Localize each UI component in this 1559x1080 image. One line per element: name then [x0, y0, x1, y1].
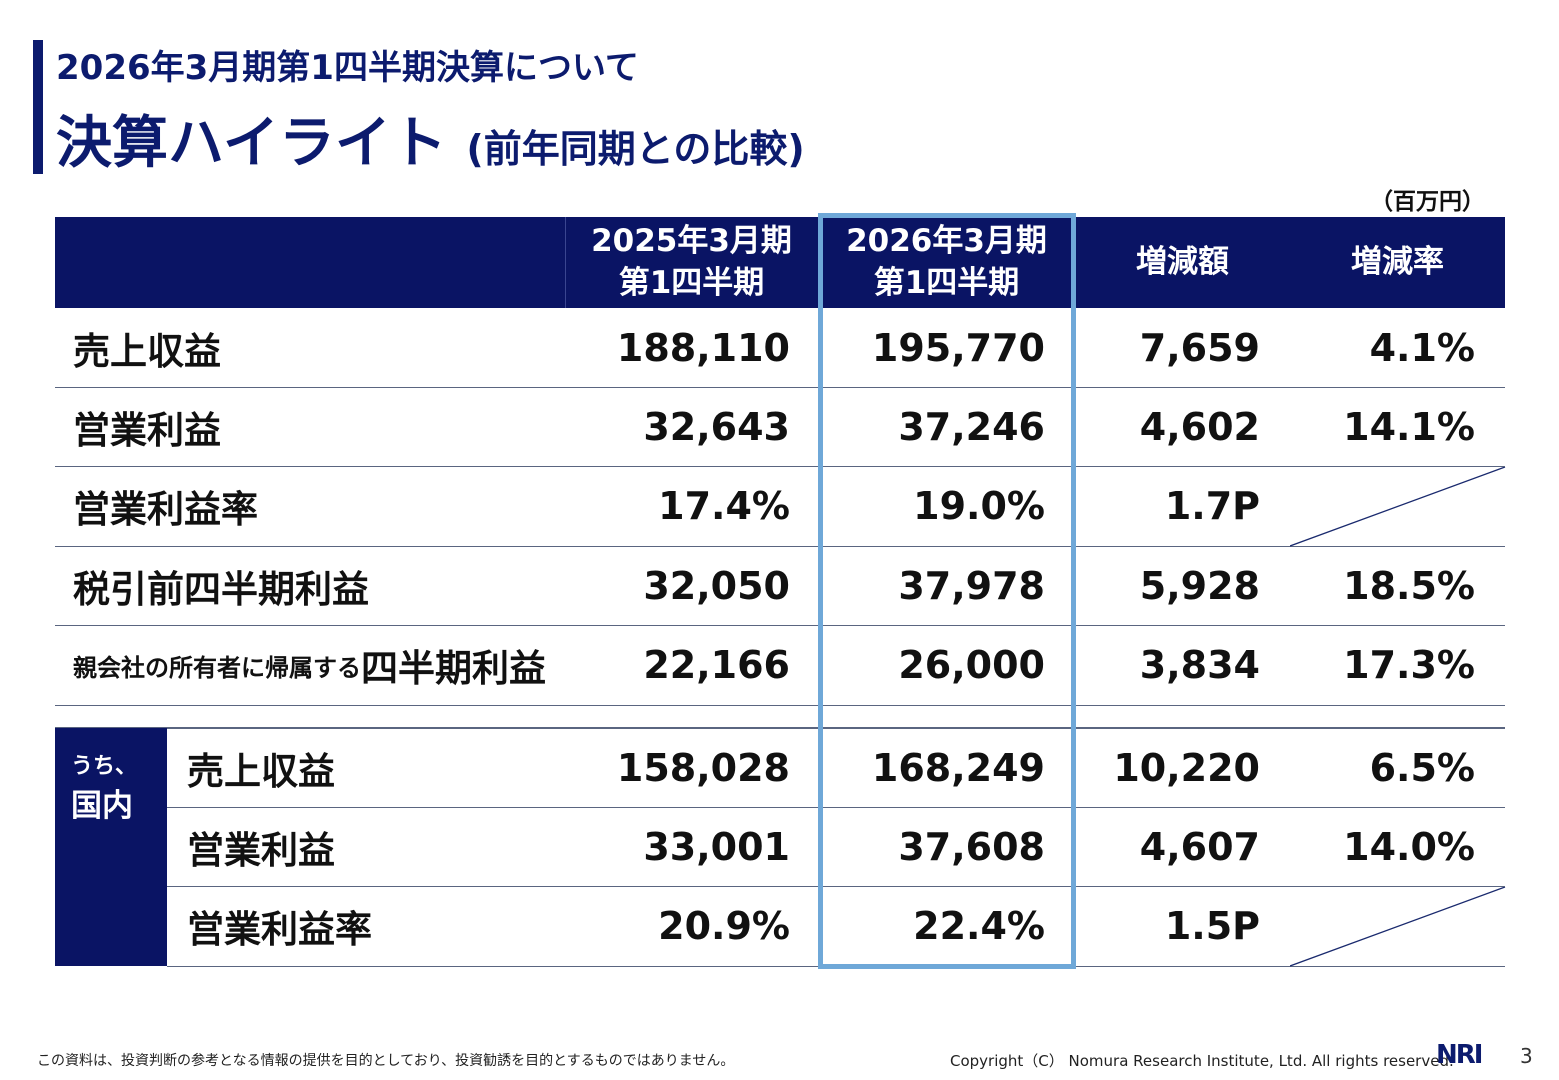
- row-label: 営業利益: [73, 387, 221, 466]
- title-suffix: (前年同期との比較): [466, 127, 805, 171]
- unit-label: （百万円）: [1370, 189, 1485, 215]
- header-line: 第1四半期: [873, 264, 1020, 301]
- cell-value: 20.9%: [658, 904, 790, 949]
- domestic-label-cell: うち、 国内: [55, 728, 167, 966]
- cell-value: 3,834: [1139, 643, 1260, 688]
- table-row: 営業利益率 17.4% 19.0% 1.7P: [55, 466, 1506, 547]
- cell-value: 32,643: [643, 404, 790, 449]
- cell-value: 19.0%: [913, 484, 1045, 529]
- row-label: 売上収益: [187, 728, 335, 807]
- row-label-text: 売上収益: [187, 749, 335, 793]
- cell-value: 7,659: [1139, 325, 1260, 370]
- cell-value: 10,220: [1113, 745, 1260, 790]
- cell-value: 188,110: [616, 325, 790, 370]
- table-header: 2025年3月期 第1四半期 2026年3月期 第1四半期 増減額 増減率: [55, 217, 1505, 308]
- cell-value: 195,770: [871, 325, 1045, 370]
- row-label-text: 営業利益: [187, 828, 335, 872]
- row-label-text: 四半期利益: [361, 647, 546, 691]
- row-label: 営業利益率: [187, 887, 372, 966]
- row-label-text: 営業利益率: [187, 908, 372, 952]
- cell-value: 158,028: [616, 745, 790, 790]
- copyright: Copyright（C） Nomura Research Institute, …: [950, 1052, 1454, 1070]
- cell-value: 168,249: [871, 745, 1045, 790]
- table-row: 親会社の所有者に帰属する 四半期利益 22,166 26,000 3,834 17.3%: [55, 626, 1505, 706]
- row-label: 売上収益: [73, 308, 221, 387]
- row-label-text: 営業利益率: [73, 488, 258, 532]
- row-label: 親会社の所有者に帰属する 四半期利益: [73, 626, 546, 705]
- cell-value: 18.5%: [1343, 563, 1475, 608]
- header-divider: [565, 217, 566, 308]
- header-line: 2026年3月期: [846, 222, 1047, 259]
- row-label: 営業利益率: [73, 467, 258, 546]
- slide-title: 決算ハイライト (前年同期との比較): [56, 98, 805, 179]
- not-applicable-slash: [1290, 466, 1506, 547]
- title-accent-bar: [33, 40, 43, 174]
- cell-value: 4,602: [1139, 404, 1260, 449]
- slide-subtitle: 2026年3月期第1四半期決算について: [56, 48, 639, 88]
- header-col-change-rate: 増減率: [1351, 243, 1444, 280]
- cell-value: 4.1%: [1369, 325, 1475, 370]
- table-row: 営業利益 32,643 37,246 4,602 14.1%: [55, 387, 1505, 468]
- table-row: 税引前四半期利益 32,050 37,978 5,928 18.5%: [55, 546, 1505, 627]
- row-label-text: 営業利益: [73, 408, 221, 452]
- cell-value: 6.5%: [1369, 745, 1475, 790]
- cell-value: 17.3%: [1343, 643, 1475, 688]
- page-number: 3: [1520, 1044, 1533, 1068]
- table-row: 営業利益 33,001 37,608 4,607 14.0%: [167, 807, 1505, 888]
- not-applicable-slash: [1290, 886, 1506, 967]
- domestic-label-b: 国内: [71, 788, 133, 824]
- header-col-change: 増減額: [1136, 243, 1229, 280]
- row-label: 税引前四半期利益: [73, 546, 369, 625]
- cell-value: 17.4%: [658, 484, 790, 529]
- cell-value: 14.1%: [1343, 404, 1475, 449]
- current-period-highlight: [818, 213, 1076, 969]
- row-label-text: 売上収益: [73, 329, 221, 373]
- cell-value: 22.4%: [913, 904, 1045, 949]
- header-line: 第1四半期: [618, 264, 765, 301]
- cell-value: 37,608: [898, 824, 1045, 869]
- cell-value: 26,000: [898, 643, 1045, 688]
- row-label-text: 税引前四半期利益: [73, 567, 369, 611]
- table-row: 売上収益 188,110 195,770 7,659 4.1%: [55, 308, 1505, 388]
- header-line: 2025年3月期: [591, 222, 792, 259]
- table-row: 営業利益率 20.9% 22.4% 1.5P: [167, 886, 1506, 967]
- nri-logo: NRI: [1436, 1040, 1483, 1070]
- header-col-fy2025q1: 2025年3月期 第1四半期: [565, 217, 818, 308]
- cell-value: 37,978: [898, 563, 1045, 608]
- cell-value: 1.5P: [1164, 904, 1260, 949]
- divider: [55, 727, 1505, 729]
- cell-value: 1.7P: [1164, 484, 1260, 529]
- cell-value: 14.0%: [1343, 824, 1475, 869]
- header-col-fy2026q1: 2026年3月期 第1四半期: [818, 217, 1075, 308]
- title-main: 決算ハイライト: [56, 111, 447, 176]
- cell-value: 32,050: [643, 563, 790, 608]
- row-label: 営業利益: [187, 807, 335, 886]
- cell-value: 33,001: [643, 824, 790, 869]
- cell-value: 4,607: [1139, 824, 1260, 869]
- row-label-prefix: 親会社の所有者に帰属する: [73, 653, 361, 682]
- cell-value: 5,928: [1139, 563, 1260, 608]
- table-row: 売上収益 158,028 168,249 10,220 6.5%: [167, 728, 1505, 808]
- domestic-label-a: うち、: [71, 754, 138, 779]
- cell-value: 37,246: [898, 404, 1045, 449]
- disclaimer: この資料は、投資判断の参考となる情報の提供を目的としており、投資勧誘を目的とする…: [37, 1053, 735, 1069]
- cell-value: 22,166: [643, 643, 790, 688]
